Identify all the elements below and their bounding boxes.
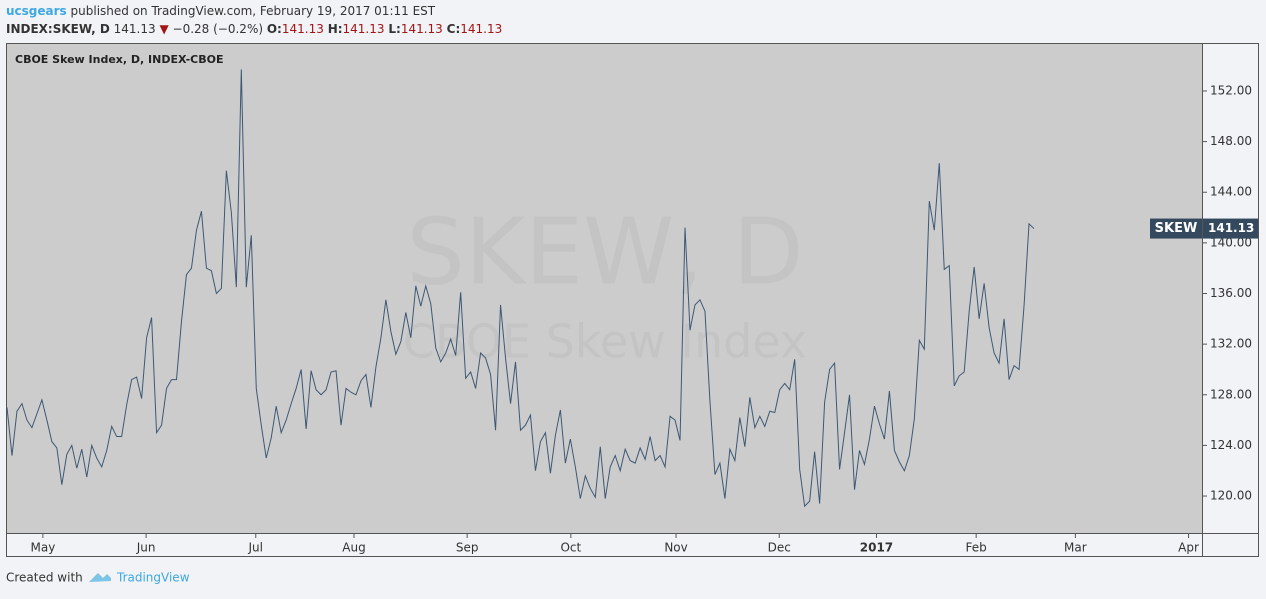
brand[interactable]: TradingView bbox=[116, 571, 190, 585]
x-tick-label: Mar bbox=[1064, 541, 1087, 555]
created-with: Created with bbox=[6, 571, 83, 585]
x-tick-label: Feb bbox=[966, 541, 987, 555]
x-tick-label: Apr bbox=[1178, 541, 1199, 555]
x-tick-label: Sep bbox=[456, 541, 479, 555]
ohlc-value: 141.13 bbox=[401, 22, 443, 36]
x-tick-label: Nov bbox=[664, 541, 687, 555]
ohlc-value: 141.13 bbox=[282, 22, 324, 36]
y-tick-label: 144.00 bbox=[1210, 185, 1252, 199]
ohlc-label: C: bbox=[447, 22, 461, 36]
change: −0.28 (−0.2%) bbox=[173, 22, 264, 36]
last: 141.13 bbox=[114, 22, 156, 36]
tag-name: SKEW bbox=[1155, 221, 1198, 236]
x-tick-label: Jun bbox=[136, 541, 156, 555]
price-label: 141.13 bbox=[1208, 221, 1254, 235]
symbol: INDEX:SKEW, D bbox=[6, 22, 110, 36]
x-tick-label: Jul bbox=[248, 541, 263, 555]
symbol-line: INDEX:SKEW, D 141.13 ▼ −0.28 (−0.2%) O:1… bbox=[6, 22, 502, 36]
ohlc-value: 141.13 bbox=[343, 22, 385, 36]
ohlc-label: H: bbox=[328, 22, 343, 36]
price-box bbox=[1203, 218, 1258, 239]
price-line bbox=[6, 69, 1035, 508]
y-tick-label: 132.00 bbox=[1210, 337, 1252, 351]
ohlc-label: O: bbox=[267, 22, 282, 36]
published: published on TradingView.com, February 1… bbox=[71, 4, 436, 18]
down-arrow: ▼ bbox=[159, 22, 169, 36]
tag-box bbox=[1150, 218, 1202, 239]
x-tick-label: May bbox=[30, 541, 55, 555]
logo bbox=[89, 573, 111, 582]
watermark: SKEW, D bbox=[406, 198, 803, 305]
y-tick-label: 148.00 bbox=[1210, 134, 1252, 148]
y-tick-label: 140.00 bbox=[1210, 235, 1252, 249]
chart-title: CBOE Skew Index, D, INDEX-CBOE bbox=[15, 53, 223, 66]
x-tick-label: Oct bbox=[560, 541, 581, 555]
author[interactable]: ucsgears bbox=[6, 4, 67, 18]
watermark-sub: CBOE Skew Index bbox=[403, 315, 807, 369]
x-tick-label: 2017 bbox=[860, 541, 893, 555]
y-tick-label: 152.00 bbox=[1210, 83, 1252, 97]
x-tick-label: Dec bbox=[768, 541, 791, 555]
ohlc-label: L: bbox=[388, 22, 400, 36]
header-line: ucsgears published on TradingView.com, F… bbox=[6, 4, 436, 18]
x-tick-label: Aug bbox=[342, 541, 365, 555]
y-tick-label: 128.00 bbox=[1210, 387, 1252, 401]
frame bbox=[6, 43, 1259, 557]
ohlc-value: 141.13 bbox=[460, 22, 502, 36]
y-tick-label: 120.00 bbox=[1210, 489, 1252, 503]
y-tick-label: 124.00 bbox=[1210, 438, 1252, 452]
plot-area bbox=[7, 44, 1202, 533]
y-tick-label: 136.00 bbox=[1210, 286, 1252, 300]
